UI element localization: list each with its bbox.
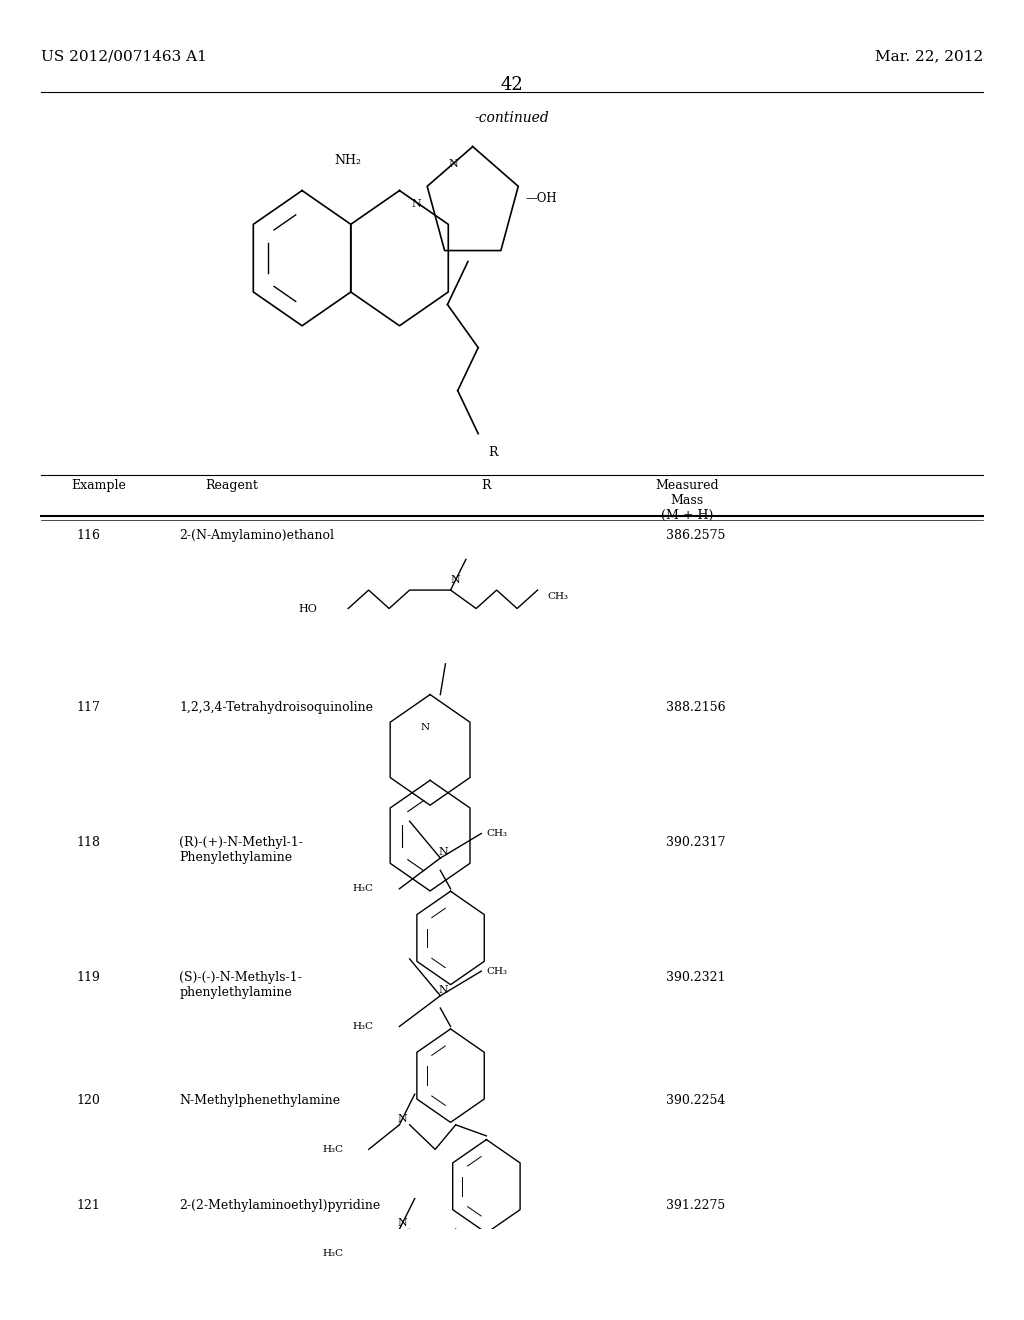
Text: CH₃: CH₃	[486, 829, 508, 838]
Text: N: N	[397, 1218, 408, 1228]
Text: (R)-(+)-N-Methyl-1-
Phenylethylamine: (R)-(+)-N-Methyl-1- Phenylethylamine	[179, 836, 303, 863]
Text: Measured
Mass
(M + H): Measured Mass (M + H)	[655, 479, 719, 523]
Text: N: N	[438, 985, 449, 994]
Text: Example: Example	[72, 479, 127, 492]
Text: 2-(2-Methylaminoethyl)pyridine: 2-(2-Methylaminoethyl)pyridine	[179, 1199, 381, 1212]
Text: NH₂: NH₂	[335, 153, 361, 166]
Text: N: N	[449, 158, 459, 169]
Text: Reagent: Reagent	[205, 479, 258, 492]
Text: R: R	[481, 479, 490, 492]
Text: N: N	[412, 199, 421, 209]
Text: 386.2575: 386.2575	[666, 528, 725, 541]
Text: 390.2254: 390.2254	[666, 1094, 725, 1107]
Text: 117: 117	[77, 701, 100, 714]
Text: N-Methylphenethylamine: N-Methylphenethylamine	[179, 1094, 340, 1107]
Text: R: R	[488, 446, 498, 459]
Text: 1,2,3,4-Tetrahydroisoquinoline: 1,2,3,4-Tetrahydroisoquinoline	[179, 701, 373, 714]
Text: 390.2321: 390.2321	[666, 972, 725, 985]
Text: N: N	[438, 847, 449, 857]
Text: 2-(N-Amylamino)ethanol: 2-(N-Amylamino)ethanol	[179, 528, 334, 541]
Text: US 2012/0071463 A1: US 2012/0071463 A1	[41, 49, 207, 63]
Text: H₃C: H₃C	[352, 1022, 374, 1031]
Text: CH₃: CH₃	[486, 966, 508, 975]
Text: 390.2317: 390.2317	[666, 836, 725, 849]
Text: —OH: —OH	[525, 191, 557, 205]
Text: -continued: -continued	[475, 111, 549, 124]
Text: N: N	[397, 1114, 408, 1123]
Text: CH₃: CH₃	[548, 591, 569, 601]
Text: 119: 119	[77, 972, 100, 985]
Text: H₃C: H₃C	[322, 1250, 343, 1258]
Text: 120: 120	[77, 1094, 100, 1107]
Text: H₃C: H₃C	[352, 884, 374, 894]
Text: 121: 121	[77, 1199, 100, 1212]
Text: N: N	[421, 723, 429, 733]
Text: 118: 118	[77, 836, 100, 849]
Text: H₃C: H₃C	[322, 1144, 343, 1154]
Text: (S)-(-)-N-Methyls-1-
phenylethylamine: (S)-(-)-N-Methyls-1- phenylethylamine	[179, 972, 302, 999]
Text: 391.2275: 391.2275	[666, 1199, 725, 1212]
Text: HO: HO	[299, 603, 317, 614]
Text: Mar. 22, 2012: Mar. 22, 2012	[874, 49, 983, 63]
Text: 388.2156: 388.2156	[666, 701, 725, 714]
Text: N: N	[451, 576, 461, 585]
Text: 42: 42	[501, 77, 523, 94]
Text: 116: 116	[77, 528, 100, 541]
